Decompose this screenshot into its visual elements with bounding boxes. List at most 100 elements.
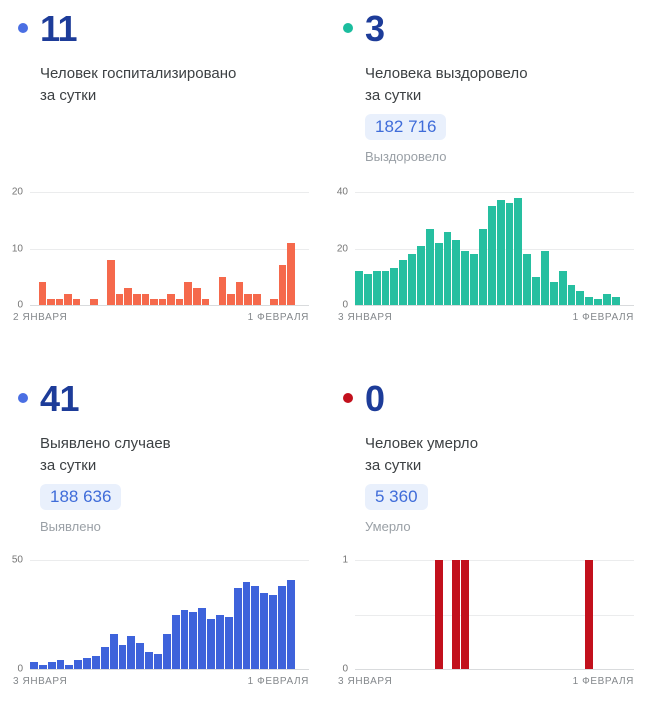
stat-panel: 11 Человек госпитализировано за сутки 20… bbox=[0, 0, 325, 370]
gridline bbox=[30, 560, 309, 561]
x-axis-start-date: 3 ЯНВАРЯ bbox=[338, 676, 393, 687]
total-badge: 5 360 bbox=[365, 484, 428, 510]
bar bbox=[158, 299, 167, 305]
bar bbox=[235, 282, 244, 305]
x-axis-baseline bbox=[355, 669, 634, 670]
bar bbox=[171, 614, 180, 669]
total-badge-label: Выздоровело bbox=[365, 149, 447, 164]
y-axis-tick: 20 bbox=[11, 186, 23, 198]
bar bbox=[175, 299, 184, 305]
bars-group bbox=[30, 560, 295, 669]
bar bbox=[30, 662, 38, 669]
bar bbox=[611, 296, 620, 305]
total-badge-label: Умерло bbox=[365, 519, 411, 534]
daily-bar-chart: 40 20 0 3 ЯНВАРЯ 1 ФЕВРАЛЯ bbox=[331, 187, 634, 323]
bar bbox=[253, 293, 261, 305]
bar bbox=[198, 607, 207, 669]
x-axis-baseline bbox=[30, 305, 309, 306]
stat-title-line2: за сутки bbox=[365, 87, 422, 104]
bar bbox=[38, 282, 47, 305]
bar bbox=[244, 293, 253, 305]
bar bbox=[381, 271, 390, 305]
x-axis: 3 ЯНВАРЯ 1 ФЕВРАЛЯ bbox=[331, 676, 634, 687]
bar bbox=[425, 228, 434, 305]
bar bbox=[549, 282, 558, 305]
x-axis-end-date: 1 ФЕВРАЛЯ bbox=[247, 676, 309, 687]
y-axis-tick: 1 bbox=[342, 554, 348, 566]
bars-group bbox=[355, 192, 620, 305]
bar bbox=[372, 271, 381, 305]
bar bbox=[269, 594, 278, 669]
bar bbox=[585, 296, 594, 305]
daily-value: 41 bbox=[40, 378, 80, 419]
y-axis-tick: 0 bbox=[17, 663, 23, 675]
bar bbox=[47, 662, 56, 669]
x-axis: 3 ЯНВАРЯ 1 ФЕВРАЛЯ bbox=[331, 312, 634, 323]
bar bbox=[201, 299, 210, 305]
bar bbox=[227, 293, 235, 305]
bar bbox=[100, 647, 109, 669]
x-axis-start-date: 3 ЯНВАРЯ bbox=[13, 676, 68, 687]
bar bbox=[461, 560, 470, 669]
stat-header: 3 Человека выздоровело за сутки 182 716 … bbox=[325, 0, 650, 164]
daily-value: 11 bbox=[40, 8, 78, 49]
gridline bbox=[30, 192, 309, 193]
bar bbox=[56, 660, 65, 669]
bar bbox=[115, 293, 124, 305]
stat-title-line1: Человек умерло bbox=[365, 435, 479, 452]
bar bbox=[189, 612, 198, 669]
bar bbox=[162, 634, 171, 669]
bar bbox=[38, 664, 47, 669]
total-badge: 182 716 bbox=[365, 114, 447, 140]
bar bbox=[136, 642, 145, 669]
bar bbox=[355, 271, 363, 305]
gridline bbox=[30, 248, 309, 250]
stat-header: 0 Человек умерло за сутки 5 360 Умерло bbox=[325, 370, 650, 534]
y-axis-tick: 10 bbox=[11, 243, 23, 254]
bar bbox=[532, 276, 541, 305]
bar bbox=[109, 634, 118, 669]
stat-title-line2: за сутки bbox=[365, 457, 422, 474]
bar bbox=[150, 299, 158, 305]
bar bbox=[479, 228, 487, 305]
bar bbox=[558, 271, 567, 305]
bar bbox=[363, 273, 372, 305]
bar bbox=[408, 254, 417, 305]
total-badge: 188 636 bbox=[40, 484, 122, 510]
bar bbox=[242, 581, 251, 669]
bar bbox=[65, 664, 74, 669]
bar bbox=[270, 299, 278, 305]
stat-header: 41 Выявлено случаев за сутки 188 636 Выя… bbox=[0, 370, 325, 534]
bar bbox=[452, 240, 461, 305]
plot-area: 40 20 0 bbox=[337, 187, 634, 311]
bar bbox=[207, 618, 216, 669]
x-axis-start-date: 2 ЯНВАРЯ bbox=[13, 312, 68, 323]
bar bbox=[132, 293, 141, 305]
bar bbox=[141, 293, 150, 305]
bar bbox=[118, 645, 127, 669]
bar bbox=[585, 560, 594, 669]
bar bbox=[218, 276, 227, 305]
bar bbox=[567, 285, 576, 305]
stat-dot-icon bbox=[18, 393, 28, 403]
bar bbox=[286, 579, 295, 669]
bar bbox=[390, 268, 399, 305]
bar bbox=[541, 251, 549, 305]
stat-panel: 41 Выявлено случаев за сутки 188 636 Выя… bbox=[0, 370, 325, 713]
bar bbox=[523, 254, 532, 305]
stat-panel: 0 Человек умерло за сутки 5 360 Умерло 1… bbox=[325, 370, 650, 713]
plot-area: 50 0 bbox=[12, 555, 309, 675]
stat-title-line1: Человека выздоровело bbox=[365, 65, 528, 82]
bar bbox=[90, 299, 98, 305]
y-axis-tick: 0 bbox=[342, 299, 348, 311]
bar bbox=[74, 660, 83, 669]
bar bbox=[278, 265, 287, 305]
gridline bbox=[355, 192, 634, 193]
plot-area: 20 10 0 bbox=[12, 187, 309, 311]
stat-title-line1: Выявлено случаев bbox=[40, 435, 171, 452]
daily-bar-chart: 50 0 3 ЯНВАРЯ 1 ФЕВРАЛЯ bbox=[6, 555, 309, 687]
bar bbox=[434, 560, 443, 669]
stat-title-line1: Человек госпитализировано bbox=[40, 65, 237, 82]
daily-value: 0 bbox=[365, 378, 385, 419]
